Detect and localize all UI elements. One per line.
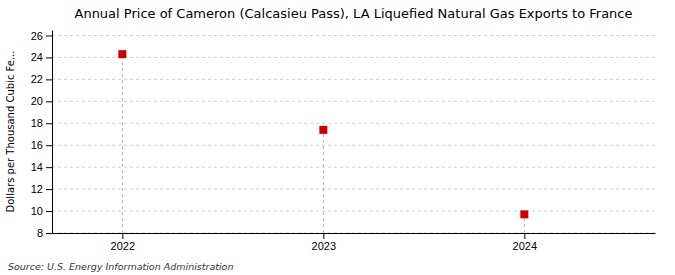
y-tick: 24 [31, 51, 52, 63]
y-tick: 20 [31, 95, 52, 107]
y-tick-mark [46, 189, 52, 190]
y-tick-mark [46, 145, 52, 146]
y-tick-label: 22 [31, 73, 43, 85]
y-tick-mark [46, 57, 52, 58]
grid-line [52, 101, 655, 102]
y-tick-label: 14 [31, 161, 43, 173]
point [520, 210, 528, 218]
x-tick: 2023 [312, 233, 336, 252]
x-tick: 2024 [513, 233, 537, 252]
y-tick-label: 24 [31, 51, 43, 63]
y-tick: 18 [31, 117, 52, 129]
x-tick-mark [524, 233, 525, 239]
point [118, 50, 126, 58]
y-tick: 16 [31, 139, 52, 151]
chart-container: 2022202320248101214161820222426Annual Pr… [0, 0, 675, 275]
x-tick-mark [122, 233, 123, 239]
y-tick: 14 [31, 161, 52, 173]
x-tick: 2022 [111, 233, 135, 252]
y-tick-mark [46, 167, 52, 168]
y-tick-label: 8 [37, 227, 43, 239]
y-tick: 12 [31, 183, 52, 195]
x-tick-label: 2024 [513, 240, 537, 252]
grid-line [52, 189, 655, 190]
y-tick-mark [46, 123, 52, 124]
grid-line [52, 145, 655, 146]
grid-line [52, 167, 655, 168]
grid-line [52, 233, 655, 234]
y-tick-label: 26 [31, 30, 43, 42]
source-note: Source: U.S. Energy Information Administ… [8, 261, 233, 272]
y-tick-label: 10 [31, 205, 43, 217]
y-tick-mark [46, 211, 52, 212]
y-tick-label: 16 [31, 139, 43, 151]
y-tick-label: 20 [31, 95, 43, 107]
y-tick-mark [46, 101, 52, 102]
grid-line [52, 57, 655, 58]
y-tick-mark [46, 233, 52, 234]
y-tick-mark [46, 79, 52, 80]
x-axis-line [53, 233, 656, 234]
grid-line [52, 211, 655, 212]
grid-line [52, 79, 655, 80]
x-tick-label: 2022 [111, 240, 135, 252]
grid-line [52, 35, 655, 36]
title: Annual Price of Cameron (Calcasieu Pass)… [75, 6, 633, 21]
drop-line [122, 54, 123, 233]
y-tick: 26 [31, 30, 52, 42]
y-tick: 8 [37, 227, 52, 239]
y-tick: 22 [31, 73, 52, 85]
grid-line [52, 123, 655, 124]
plot-area: 2022202320248101214161820222426 [31, 30, 656, 252]
x-axis: 2022 2023 2024 [53, 233, 656, 252]
marks [118, 50, 528, 233]
y-tick: 10 [31, 205, 52, 217]
y-tick-label: 12 [31, 183, 43, 195]
y-axis: 8 10 12 14 16 18 20 22 24 26 [31, 30, 53, 240]
grid [52, 35, 655, 233]
drop-line [323, 130, 324, 233]
y-tick-mark [46, 35, 52, 36]
x-tick-label: 2023 [312, 240, 336, 252]
y-tick-label: 18 [31, 117, 43, 129]
chart-svg: 2022202320248101214161820222426Annual Pr… [0, 0, 675, 275]
x-tick-mark [323, 233, 324, 239]
y-axis-label: Dollars per Thousand Cubic Fe... [5, 51, 16, 213]
y-axis-line [52, 31, 53, 234]
point [319, 126, 327, 134]
